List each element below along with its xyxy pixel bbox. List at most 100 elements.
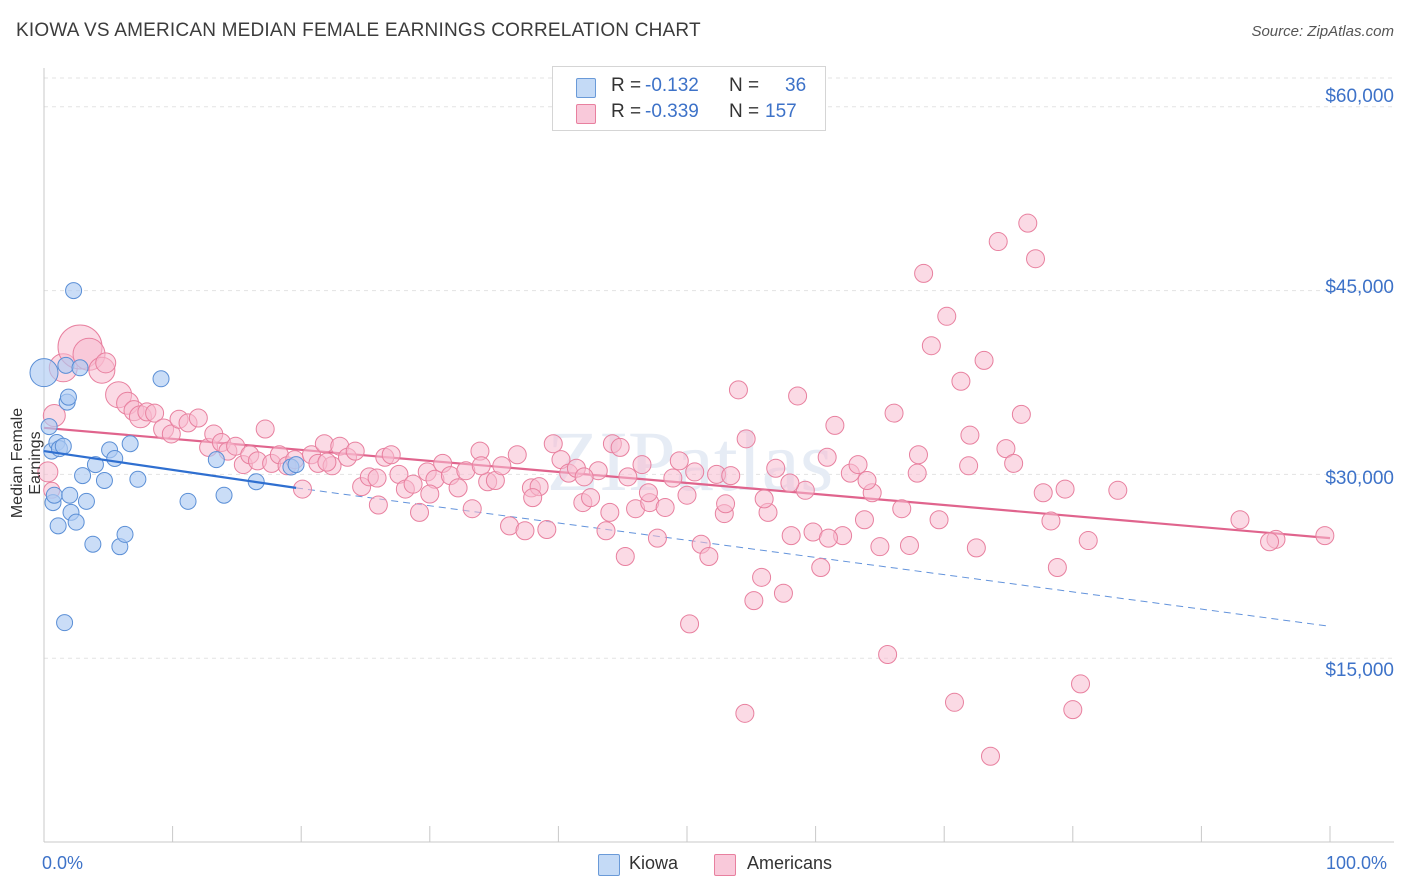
americans-point — [1108, 480, 1128, 500]
source-label: Source: ZipAtlas.com — [1251, 23, 1394, 40]
americans-point — [403, 474, 423, 494]
americans-point — [596, 521, 616, 541]
kiowa-swatch — [576, 78, 596, 98]
americans-point — [818, 528, 838, 548]
kiowa-point — [74, 467, 92, 485]
americans-point — [781, 526, 801, 546]
kiowa-point — [71, 359, 89, 377]
kiowa-points — [29, 282, 305, 632]
americans-point — [1011, 404, 1031, 424]
americans-point — [966, 538, 986, 558]
americans-point — [471, 456, 491, 476]
americans-point — [980, 746, 1000, 766]
americans-point — [817, 447, 837, 467]
y-tick-label: $60,000 — [1325, 86, 1394, 107]
americans-point — [735, 703, 755, 723]
kiowa-point — [121, 435, 139, 453]
americans-point — [848, 455, 868, 475]
r-value: -0.132 — [645, 75, 699, 96]
americans-point — [677, 485, 697, 505]
americans-point — [892, 499, 912, 519]
kiowa-point — [29, 358, 59, 388]
kiowa-point — [215, 486, 233, 504]
americans-point — [908, 445, 928, 465]
americans-point — [878, 645, 898, 665]
americans-point — [944, 692, 964, 712]
americans-point — [795, 480, 815, 500]
r-value: -0.339 — [645, 101, 699, 122]
r-label: R = — [611, 75, 642, 96]
americans-point — [974, 350, 994, 370]
americans-point — [581, 488, 601, 508]
americans-point — [1041, 511, 1061, 531]
americans-point — [381, 445, 401, 465]
americans-point — [1018, 213, 1038, 233]
kiowa-point — [65, 282, 83, 300]
americans-point — [1055, 479, 1075, 499]
americans-point — [618, 467, 638, 487]
americans-point — [736, 429, 756, 449]
kiowa-point — [49, 517, 67, 535]
americans-point — [317, 452, 337, 472]
americans-point — [647, 528, 667, 548]
americans-trend-line — [43, 426, 1331, 540]
americans-point — [1033, 483, 1053, 503]
americans-point — [854, 510, 874, 530]
americans-point — [448, 478, 468, 498]
americans-point — [638, 483, 658, 503]
americans-legend-label: Americans — [747, 853, 833, 873]
americans-point — [600, 502, 620, 522]
americans-point — [960, 425, 980, 445]
axes — [43, 68, 1394, 843]
kiowa-point — [61, 486, 79, 504]
americans-point — [744, 591, 764, 611]
americans-point — [996, 439, 1016, 459]
americans-swatch — [714, 854, 736, 876]
y-axis-label: Median Female Earnings — [9, 407, 44, 519]
kiowa-point — [116, 525, 134, 543]
kiowa-swatch — [598, 854, 620, 876]
kiowa-point — [40, 418, 58, 436]
n-value: 157 — [765, 101, 797, 122]
americans-point — [1260, 532, 1280, 552]
americans-point — [669, 451, 689, 471]
americans-point — [811, 558, 831, 578]
americans-point — [870, 537, 890, 557]
x-tick-label-max: 100.0% — [1326, 853, 1388, 873]
kiowa-point — [106, 449, 124, 467]
americans-point — [367, 468, 387, 488]
kiowa-point — [207, 451, 225, 469]
americans-point — [1230, 510, 1250, 530]
americans-point — [188, 408, 208, 428]
americans-point — [825, 415, 845, 435]
y-tick-label: $15,000 — [1325, 660, 1394, 681]
americans-point — [492, 456, 512, 476]
americans-point — [929, 510, 949, 530]
americans-point — [145, 403, 165, 423]
americans-point — [95, 352, 117, 374]
americans-point — [921, 336, 941, 356]
chart-title: KIOWA VS AMERICAN MEDIAN FEMALE EARNINGS… — [16, 20, 701, 41]
americans-point — [699, 546, 719, 566]
americans-point — [410, 502, 430, 522]
americans-point — [752, 567, 772, 587]
stats-legend: R = -0.132 N = 36 R = -0.339 N = 157 — [552, 66, 826, 131]
legend-row-americans: R = -0.339 N = 157 — [553, 100, 825, 128]
americans-point — [632, 455, 652, 475]
americans-point — [716, 494, 736, 514]
americans-point — [615, 546, 635, 566]
n-label: N = — [729, 101, 760, 122]
americans-point — [515, 521, 535, 541]
americans-point — [1004, 453, 1024, 473]
americans-point — [780, 473, 800, 493]
kiowa-point — [84, 535, 102, 553]
americans-point — [610, 437, 630, 457]
americans-point — [766, 458, 786, 478]
americans-point — [345, 441, 365, 461]
kiowa-point — [67, 513, 85, 531]
kiowa-legend-label: Kiowa — [629, 853, 679, 873]
americans-point — [1078, 531, 1098, 551]
kiowa-point — [77, 492, 95, 510]
americans-point — [420, 484, 440, 504]
americans-point — [788, 386, 808, 406]
